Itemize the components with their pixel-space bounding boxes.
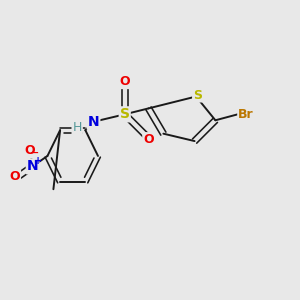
Text: N: N bbox=[27, 159, 38, 173]
Text: O: O bbox=[10, 170, 20, 183]
Text: N: N bbox=[88, 115, 99, 129]
Text: +: + bbox=[34, 156, 42, 166]
Text: O: O bbox=[119, 75, 130, 88]
Text: H: H bbox=[73, 121, 82, 134]
Text: S: S bbox=[193, 88, 202, 101]
Text: O: O bbox=[24, 144, 35, 157]
Text: S: S bbox=[120, 107, 130, 121]
Text: −: − bbox=[30, 148, 40, 158]
Text: Br: Br bbox=[238, 108, 254, 121]
Text: O: O bbox=[143, 133, 154, 146]
